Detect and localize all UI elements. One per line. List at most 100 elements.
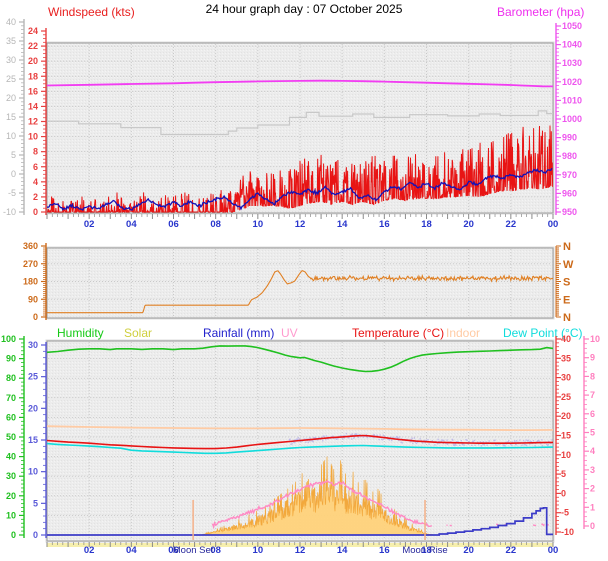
baro-tick-label: 1040 [562,40,582,50]
tmp-tick-label: 5 [561,469,566,479]
rain-tick-label: 5 [33,498,38,508]
uv-tick-label: 6 [590,409,595,419]
moon-set-label: Moon Set [173,545,214,556]
legend-row: Humidity Solar Rainfall (mm) UV Temperature … [0,326,608,340]
hum-tick-label: 0 [11,530,16,540]
series-temperature [47,434,553,450]
wind-tick-label: 24 [28,26,38,36]
time-label: 06 [168,219,179,230]
compass-letter: N [563,241,571,253]
dir-tick-label: 270 [23,259,38,269]
series-barometer [47,79,553,88]
barometer-axis-title: Barometer (hpa) [497,5,585,19]
time-label: 16 [379,219,390,230]
baro-tick-label: 1050 [562,21,582,31]
baro-tick-label: 1000 [562,114,582,124]
tmp-tick-label: 0 [561,488,566,498]
temp_gray-tick-label: 0 [11,169,16,179]
uv-tick-label: 2 [590,484,595,494]
dir-tick-label: 0 [33,312,38,322]
time-label: 10 [253,545,264,556]
tmp-tick-label: -10 [561,527,574,537]
hum-tick-label: 70 [6,393,16,403]
series-humidity [47,345,553,373]
tmp-tick-label: 25 [561,392,571,402]
hum-tick-label: 20 [6,491,16,501]
time-label: 00 [548,219,559,230]
time-label: 02 [84,219,95,230]
chart-1-grid [48,249,552,317]
rain-tick-label: 15 [28,435,38,445]
time-label: 02 [84,545,95,556]
wind-tick-label: 10 [28,132,38,142]
chart-0-grid [48,44,552,212]
wind-tick-label: 22 [28,41,38,51]
hum-tick-label: 80 [6,373,16,383]
baro-axis: 1050 1040 1030 1020 1010 1000 990 980 970 960 950 [555,21,582,217]
dir-axis: 360 270 180 90 0 [23,241,47,322]
uv-tick-label: 8 [590,371,595,381]
uv-tick-label: 1 [590,502,595,512]
uv-tick-label: 5 [590,428,595,438]
temp_gray-tick-label: 5 [11,150,16,160]
uv-tick-label: 3 [590,465,595,475]
legend-item-dew-point-c: Dew Point (°C) [503,326,583,340]
tmp-tick-label: 35 [561,353,571,363]
uv-tick-label: 4 [590,446,595,456]
temp_gray-tick-label: 10 [6,131,16,141]
legend-item-humidity: Humidity [57,326,104,340]
time-label: 06 [168,545,179,556]
windspeed-axis-title: Windspeed (kts) [48,5,135,19]
time-label: 04 [126,219,137,230]
dir-tick-label: 360 [23,241,38,251]
page-title: 24 hour graph day : 07 October 2025 [205,2,403,16]
legend-item-uv: UV [281,326,298,340]
legend-item-rainfall-mm: Rainfall (mm) [203,326,275,340]
hum-tick-label: 50 [6,432,16,442]
time-label: 12 [295,219,306,230]
temp_gray-tick-label: 25 [6,74,16,84]
time-label: 00 [548,545,559,556]
wind-tick-label: 8 [33,147,38,157]
baro-tick-label: 990 [562,133,577,143]
time-label: 12 [295,545,306,556]
legend-item-indoor: Indoor [446,326,481,340]
uv-tick-label: 0 [590,521,595,531]
baro-tick-label: 1010 [562,95,582,105]
chart-0-series [47,79,553,213]
temp_gray-tick-label: 35 [6,36,16,46]
hum-tick-label: 40 [6,452,16,462]
baro-tick-label: 960 [562,188,577,198]
wind-tick-label: 0 [33,207,38,217]
baro-tick-label: 1020 [562,77,582,87]
tmp-axis: 40 35 30 25 20 15 10 5 0 -5 -10 [555,334,574,537]
time-label: 14 [337,545,348,556]
rain-tick-label: 0 [33,530,38,540]
wind-tick-label: 4 [33,177,38,187]
rain-tick-label: 10 [28,467,38,477]
dir-tick-label: 90 [28,294,38,304]
wind-tick-label: 20 [28,56,38,66]
time-label: 16 [379,545,390,556]
wind-tick-label: 16 [28,86,38,96]
tmp-tick-label: 15 [561,431,571,441]
wind-tick-label: 18 [28,71,38,81]
series-wind-direction [47,270,553,314]
time-label: 18 [421,545,432,556]
hum-tick-label: 90 [6,354,16,364]
temp_gray-tick-label: -10 [3,207,16,217]
moon-rise-label: Moon Rise [402,545,447,556]
time-label: 22 [506,219,517,230]
time-label: 08 [210,545,221,556]
series-indoor-temperature [47,425,553,431]
tmp-tick-label: 30 [561,373,571,383]
rain-tick-label: 20 [28,403,38,413]
baro-tick-label: 1030 [562,58,582,68]
x-axis: 02 04 06 08 10 12 14 16 18 20 22 00 [46,542,559,556]
tmp-tick-label: -5 [561,508,569,518]
baro-tick-label: 980 [562,151,577,161]
x-axis: 02 04 06 08 10 12 14 16 18 20 22 00 [46,214,559,230]
